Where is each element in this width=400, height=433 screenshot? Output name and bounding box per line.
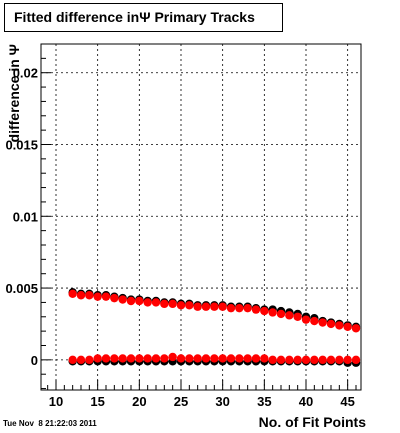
data-point xyxy=(301,315,311,324)
x-tick-label: 25 xyxy=(174,394,188,409)
data-point xyxy=(143,354,152,363)
data-point xyxy=(160,299,169,309)
data-point xyxy=(126,296,136,306)
data-point xyxy=(268,308,277,317)
chart-title: Fitted difference inΨ Primary Tracks xyxy=(4,3,283,32)
data-point xyxy=(118,295,127,304)
y-tick-label: 0.02 xyxy=(13,66,38,81)
y-tick-label: 0 xyxy=(31,353,38,368)
data-point xyxy=(276,309,286,319)
data-point xyxy=(318,355,327,365)
y-axis-label: difference in Ψ xyxy=(6,44,22,142)
data-point xyxy=(101,292,111,301)
grid xyxy=(41,44,361,390)
data-point xyxy=(335,355,344,365)
data-point xyxy=(143,298,152,307)
data-point xyxy=(293,312,302,321)
series-4 xyxy=(68,352,361,365)
x-tick-label: 10 xyxy=(49,394,63,409)
x-tick-label: 30 xyxy=(215,394,229,409)
data-point xyxy=(176,354,186,363)
x-tick-label: 20 xyxy=(132,394,146,409)
data-point xyxy=(68,289,77,299)
data-point xyxy=(85,355,94,365)
data-point xyxy=(243,354,252,363)
data-point xyxy=(318,318,327,327)
data-point xyxy=(118,354,127,363)
data-point xyxy=(285,311,294,320)
x-tick-label: 40 xyxy=(299,394,313,409)
data-point xyxy=(235,354,244,363)
y-tick-label: 0.005 xyxy=(5,281,38,296)
data-point xyxy=(276,355,286,365)
data-point xyxy=(251,305,261,314)
data-point xyxy=(176,301,186,310)
data-point xyxy=(268,355,277,365)
x-tick-label: 15 xyxy=(90,394,104,409)
data-point xyxy=(301,355,311,365)
data-point xyxy=(101,354,111,363)
data-point xyxy=(68,355,77,365)
data-point xyxy=(126,354,136,363)
data-point xyxy=(201,302,211,311)
data-point xyxy=(218,354,227,363)
plot-frame xyxy=(40,43,362,391)
data-point xyxy=(210,354,219,363)
data-point xyxy=(251,354,261,363)
data-point xyxy=(326,355,336,365)
data-point xyxy=(226,354,236,363)
data-point xyxy=(226,303,236,313)
data-point xyxy=(110,293,119,303)
y-tick-label: 0.01 xyxy=(13,209,38,224)
data-point xyxy=(193,354,202,363)
data-point xyxy=(293,355,302,365)
data-point xyxy=(160,354,169,363)
data-point xyxy=(168,299,177,309)
data-point xyxy=(335,321,344,330)
data-point xyxy=(193,302,202,311)
data-point xyxy=(351,324,361,333)
data-point xyxy=(135,296,144,306)
data-point xyxy=(310,355,319,365)
data-point xyxy=(326,319,336,329)
data-point xyxy=(151,354,161,363)
data-point xyxy=(243,303,252,313)
y-tick-label: 0.015 xyxy=(5,137,38,152)
data-point xyxy=(260,354,269,363)
data-point xyxy=(135,354,144,363)
data-point xyxy=(185,354,194,363)
series-2 xyxy=(68,289,361,333)
data-point xyxy=(310,316,319,326)
data-point xyxy=(85,291,94,300)
data-point xyxy=(76,355,86,365)
data-point xyxy=(235,303,244,313)
data-point xyxy=(110,354,119,363)
x-tick-label: 45 xyxy=(340,394,354,409)
data-point xyxy=(285,355,294,365)
timestamp: Tue Nov 8 21:22:03 2011 xyxy=(3,419,97,428)
x-tick-label: 35 xyxy=(257,394,271,409)
data-point xyxy=(218,302,227,311)
x-axis-label: No. of Fit Points xyxy=(259,414,367,430)
series-layer xyxy=(68,288,361,367)
axis-ticks xyxy=(41,43,357,390)
data-point xyxy=(151,298,161,307)
data-point xyxy=(210,302,219,311)
data-point xyxy=(93,292,102,301)
data-point xyxy=(93,354,102,363)
data-point xyxy=(168,352,177,362)
data-point xyxy=(201,354,211,363)
data-point xyxy=(76,291,86,300)
data-point xyxy=(351,355,361,365)
data-point xyxy=(343,322,352,332)
data-point xyxy=(260,306,269,316)
data-point xyxy=(185,301,194,310)
tick-labels: 10 15 20 25 30 35 40 45 0 0.005 0.01 0.015 0.02 xyxy=(5,66,354,409)
data-point xyxy=(343,355,352,365)
